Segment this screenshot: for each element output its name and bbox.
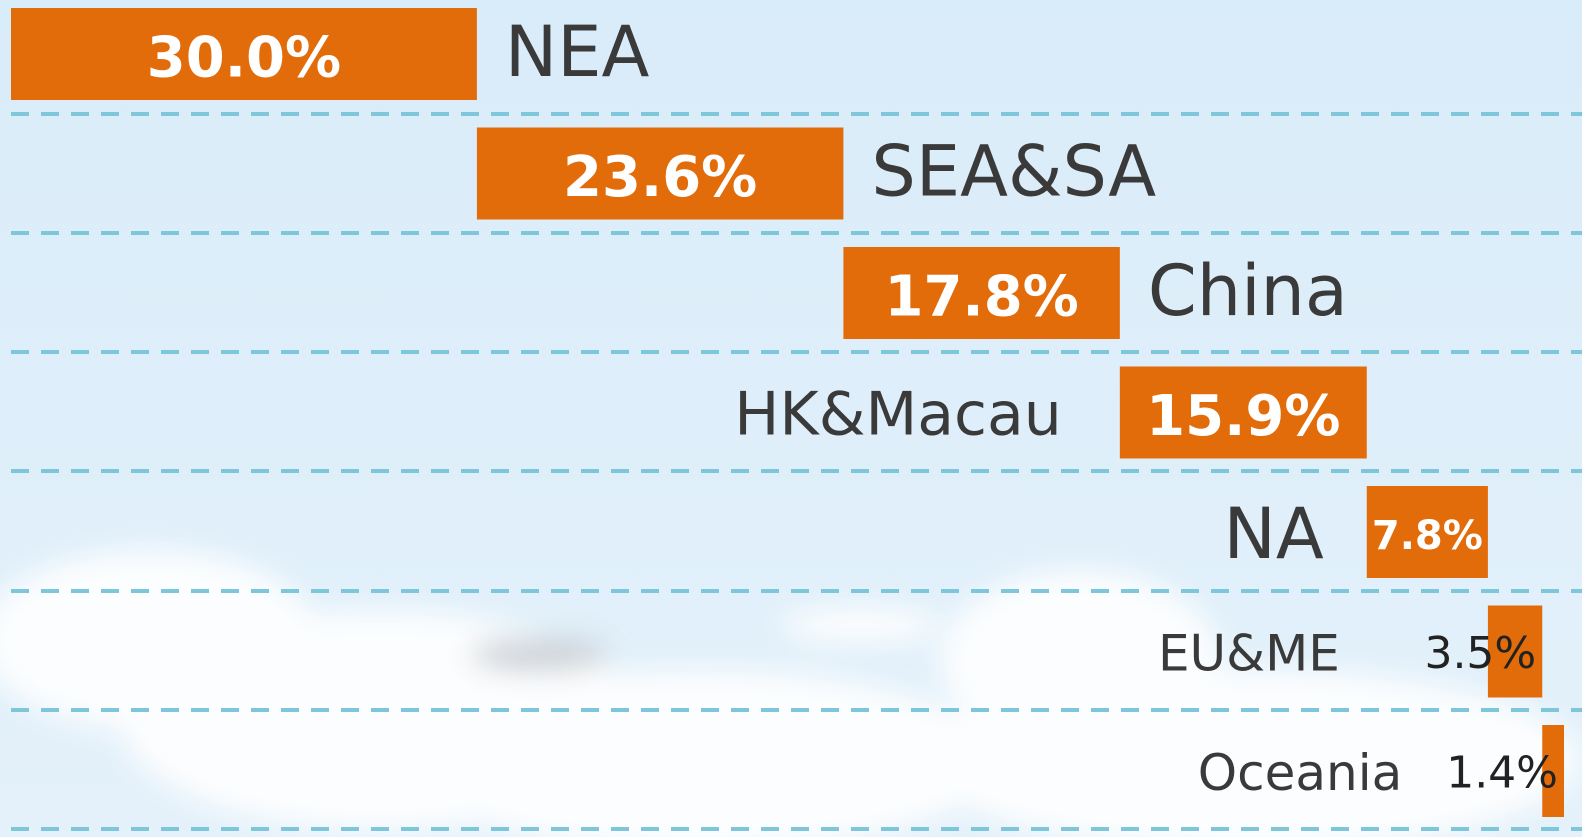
bar (1366, 486, 1488, 578)
bar (1487, 605, 1543, 698)
value-label: 3.5% (1424, 628, 1536, 679)
value-label: 23.6% (563, 145, 757, 210)
category-label: NEA (505, 11, 650, 93)
bar (843, 247, 1120, 339)
bar (476, 127, 844, 220)
bar (11, 8, 477, 100)
category-label: EU&ME (1158, 625, 1340, 683)
bar (1119, 366, 1367, 459)
category-label: Oceania (1198, 744, 1402, 802)
category-label: SEA&SA (871, 131, 1156, 213)
clouds (0, 550, 1580, 837)
category-label: NA (1224, 493, 1324, 575)
value-label: 30.0% (147, 26, 341, 91)
value-label: 7.8% (1372, 513, 1483, 559)
row-separators (11, 112, 1582, 831)
value-label: 15.9% (1146, 384, 1340, 449)
value-label: 1.4% (1446, 748, 1558, 799)
value-label: 17.8% (884, 265, 1078, 330)
category-label: HK&Macau (734, 380, 1062, 450)
bar (1542, 725, 1564, 817)
category-label: China (1148, 250, 1348, 332)
